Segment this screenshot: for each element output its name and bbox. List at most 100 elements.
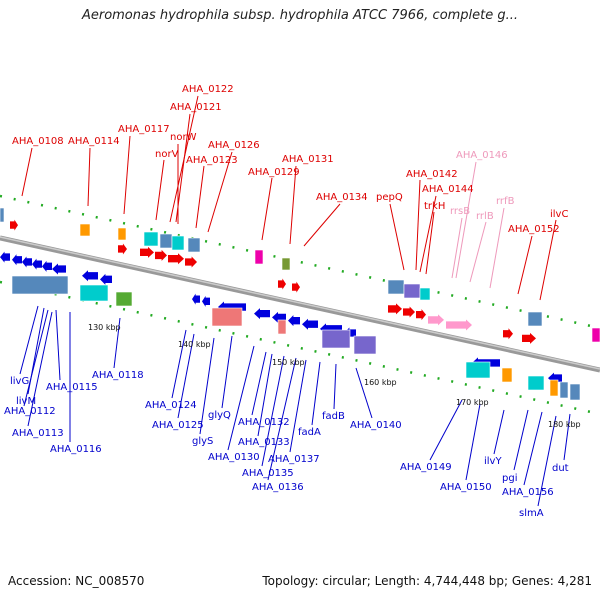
track-guide-top (0, 194, 600, 330)
gene-label[interactable]: AHA_0149 (400, 462, 452, 473)
feature-block (254, 249, 264, 265)
feature-block (79, 284, 109, 302)
gene-label[interactable]: AHA_0123 (186, 155, 238, 166)
gene-label[interactable]: AHA_0133 (238, 437, 290, 448)
feature-block (143, 231, 159, 247)
callout-line (261, 177, 273, 241)
gene-label[interactable]: rrlB (476, 211, 494, 222)
gene-label[interactable]: norV (155, 149, 179, 160)
callout-line (221, 335, 233, 409)
callout-line (455, 161, 477, 279)
gene-label[interactable]: AHA_0121 (170, 102, 222, 113)
gene-label[interactable]: ilvY (484, 456, 502, 467)
gene-label[interactable]: glyS (192, 436, 213, 447)
callout-line (465, 403, 481, 481)
callout-line (113, 317, 121, 369)
gene-label[interactable]: fadB (322, 411, 345, 422)
gene-label[interactable]: AHA_0135 (242, 468, 294, 479)
callout-line (123, 135, 131, 215)
gene-label[interactable]: pepQ (376, 192, 403, 203)
callout-line (563, 413, 571, 461)
accession-label: Accession: NC_008570 (8, 574, 145, 588)
callout-line (333, 363, 337, 410)
callout-line (539, 219, 557, 301)
gene-label[interactable]: AHA_0131 (282, 154, 334, 165)
gene-label[interactable]: AHA_0130 (208, 452, 260, 463)
gene-label[interactable]: AHA_0156 (502, 487, 554, 498)
feature-block (171, 235, 185, 251)
gene-label[interactable]: AHA_0140 (350, 420, 402, 431)
gene-label[interactable]: AHA_0116 (50, 444, 102, 455)
callout-line (523, 411, 543, 486)
gene-label[interactable]: AHA_0142 (406, 169, 458, 180)
feature-block (569, 383, 581, 401)
callout-line (415, 179, 421, 271)
gene-label[interactable]: AHA_0122 (182, 84, 234, 95)
gene-label[interactable]: AHA_0124 (145, 400, 197, 411)
callout-line (207, 151, 233, 233)
callout-line (87, 147, 91, 207)
gene-label[interactable]: AHA_0125 (152, 420, 204, 431)
gene-label[interactable]: AHA_0144 (422, 184, 474, 195)
callout-line (55, 309, 61, 381)
gene-label[interactable]: slmA (519, 508, 544, 519)
callout-line (429, 399, 463, 461)
feature-block (79, 223, 91, 237)
gene-label[interactable]: dut (552, 463, 569, 474)
gene-label[interactable]: AHA_0136 (252, 482, 304, 493)
gene-label[interactable]: AHA_0137 (268, 454, 320, 465)
gene-arrow (82, 270, 98, 282)
feature-block (0, 207, 5, 223)
gene-arrow (192, 293, 200, 305)
gene-label[interactable]: AHA_0126 (208, 140, 260, 151)
tick-label: 130 kbp (88, 323, 121, 332)
gene-label[interactable]: AHA_0108 (12, 136, 64, 147)
gene-label[interactable]: pgi (502, 473, 517, 484)
gene-arrow (0, 251, 10, 263)
gene-label[interactable]: ilvC (550, 209, 568, 220)
feature-block (353, 335, 377, 355)
gene-arrow (32, 258, 42, 270)
gene-label[interactable]: fadA (298, 427, 321, 438)
callout-line (451, 217, 463, 279)
gene-arrow (202, 295, 210, 307)
gene-label[interactable]: AHA_0115 (46, 382, 98, 393)
gene-label[interactable]: AHA_0134 (316, 192, 368, 203)
gene-label[interactable]: AHA_0112 (4, 406, 56, 417)
gene-label[interactable]: AHA_0117 (118, 124, 170, 135)
callout-line (517, 235, 533, 295)
gene-label[interactable]: AHA_0114 (68, 136, 120, 147)
gene-arrow (446, 319, 472, 331)
gene-label[interactable]: trkH (424, 201, 445, 212)
callout-line (289, 359, 307, 453)
callout-line (537, 415, 557, 507)
gene-label[interactable]: AHA_0150 (440, 482, 492, 493)
callout-line (489, 207, 505, 289)
gene-arrow (428, 314, 444, 326)
gene-label[interactable]: AHA_0129 (248, 167, 300, 178)
gene-arrow (168, 253, 184, 265)
callout-line (19, 305, 39, 375)
gene-arrow (388, 303, 402, 315)
gene-label[interactable]: rrsB (450, 206, 470, 217)
gene-label[interactable]: AHA_0132 (238, 417, 290, 428)
gene-arrow (118, 243, 127, 255)
gene-label[interactable]: livG (10, 376, 29, 387)
gene-label[interactable]: rrfB (496, 196, 515, 207)
gene-arrow (288, 315, 300, 327)
gene-label[interactable]: livM (16, 396, 36, 407)
callout-line (257, 353, 273, 437)
callout-line (155, 159, 165, 221)
gene-label[interactable]: AHA_0118 (92, 370, 144, 381)
genome-backbone-highlight (0, 236, 600, 370)
gene-arrow (100, 273, 112, 285)
gene-label[interactable]: AHA_0146 (456, 150, 508, 161)
gene-label[interactable]: AHA_0152 (508, 224, 560, 235)
gene-label[interactable]: norW (170, 132, 197, 143)
callout-line (355, 367, 373, 419)
gene-label[interactable]: AHA_0113 (12, 428, 64, 439)
callout-line (199, 337, 215, 435)
feature-block (387, 279, 405, 295)
gene-label[interactable]: glyQ (208, 410, 231, 421)
